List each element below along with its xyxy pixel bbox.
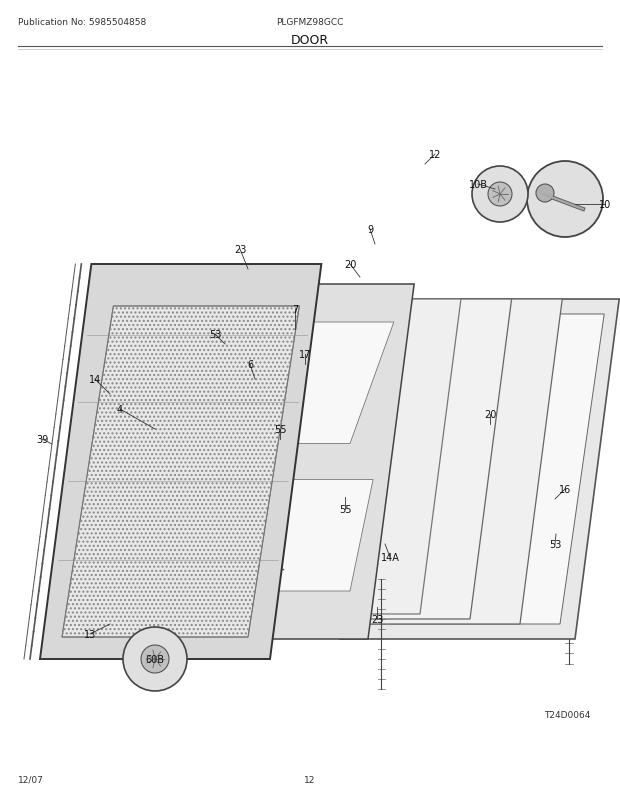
Text: 20: 20 — [344, 260, 356, 269]
Polygon shape — [176, 322, 394, 444]
Text: 9: 9 — [367, 225, 373, 235]
Circle shape — [488, 183, 512, 207]
Polygon shape — [210, 300, 461, 614]
Text: 55: 55 — [274, 424, 286, 435]
Text: 14A: 14A — [381, 553, 399, 562]
Text: 14: 14 — [89, 375, 101, 384]
Polygon shape — [255, 300, 512, 619]
Text: 60B: 60B — [146, 654, 164, 664]
Text: 23: 23 — [234, 245, 246, 255]
Text: 7: 7 — [292, 305, 298, 314]
Text: DOOR: DOOR — [291, 34, 329, 47]
Text: 39: 39 — [36, 435, 48, 444]
Text: eReplacementParts.com: eReplacementParts.com — [250, 424, 370, 435]
Text: 13: 13 — [84, 630, 96, 639]
Circle shape — [527, 162, 603, 237]
Polygon shape — [295, 300, 562, 624]
Text: 23: 23 — [371, 614, 383, 624]
Polygon shape — [40, 265, 321, 659]
Text: 55: 55 — [339, 504, 352, 514]
Text: T24D0064: T24D0064 — [544, 710, 590, 719]
Circle shape — [123, 627, 187, 691]
Text: 4: 4 — [117, 404, 123, 415]
Circle shape — [141, 645, 169, 673]
Text: Publication No: 5985504858: Publication No: 5985504858 — [18, 18, 146, 27]
Text: 10B: 10B — [469, 180, 487, 190]
Circle shape — [472, 167, 528, 223]
Text: 53: 53 — [549, 539, 561, 549]
Text: 12: 12 — [429, 150, 441, 160]
Text: 53: 53 — [209, 330, 221, 339]
Text: PLGFMZ98GCC: PLGFMZ98GCC — [277, 18, 343, 27]
Polygon shape — [355, 314, 604, 624]
Text: 10: 10 — [599, 200, 611, 210]
Polygon shape — [340, 300, 619, 639]
Text: 16: 16 — [559, 484, 571, 494]
Text: 12/07: 12/07 — [18, 775, 44, 784]
Text: 20: 20 — [484, 410, 496, 419]
Text: 6: 6 — [247, 359, 253, 370]
Text: 12: 12 — [304, 775, 316, 784]
Circle shape — [536, 184, 554, 203]
Text: 17: 17 — [299, 350, 311, 359]
Polygon shape — [158, 285, 414, 639]
Polygon shape — [176, 480, 373, 591]
Polygon shape — [62, 306, 299, 638]
